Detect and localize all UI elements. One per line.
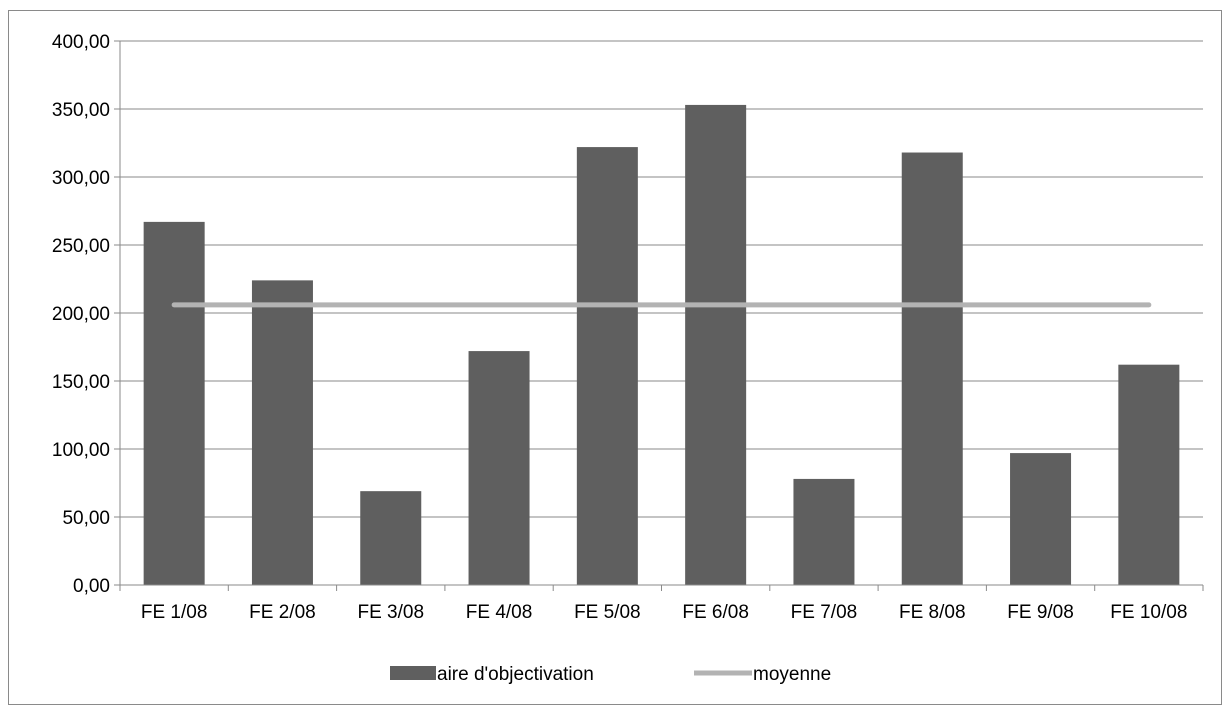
- x-tick-label: FE 10/08: [1110, 602, 1187, 623]
- x-tick-label: FE 5/08: [574, 602, 641, 623]
- bar: [1118, 364, 1180, 585]
- bar: [143, 221, 205, 585]
- bar: [468, 351, 530, 585]
- bars: [143, 104, 1180, 586]
- x-tick-label: FE 9/08: [1007, 602, 1074, 623]
- legend-bar-label: aire d'objectivation: [437, 664, 594, 685]
- x-tick-label: FE 6/08: [682, 602, 749, 623]
- y-tick-label: 150,00: [52, 372, 110, 393]
- x-tick-label: FE 4/08: [466, 602, 533, 623]
- x-tick-label: FE 3/08: [357, 602, 424, 623]
- bar: [576, 147, 638, 585]
- y-tick-label: 0,00: [73, 576, 110, 597]
- bar: [360, 491, 422, 585]
- y-tick-label: 400,00: [52, 32, 110, 53]
- y-tick-label: 250,00: [52, 236, 110, 257]
- x-tick-labels: FE 1/08 FE 2/08 FE 3/08 FE 4/08 FE 5/08 FE 6/…: [141, 602, 1188, 623]
- bar: [793, 478, 855, 585]
- bar: [901, 152, 963, 585]
- legend: aire d'objectivation moyenne: [390, 664, 831, 685]
- x-tick-label: FE 2/08: [249, 602, 316, 623]
- bar: [685, 104, 747, 586]
- y-tick-labels: 0,00 50,00 100,00 150,00 200,00 250,00 300,00 3…: [52, 32, 110, 597]
- x-tick-label: FE 7/08: [791, 602, 858, 623]
- y-tick-label: 200,00: [52, 304, 110, 325]
- legend-line-label: moyenne: [753, 664, 831, 685]
- bar: [251, 280, 313, 585]
- bar: [1010, 453, 1072, 585]
- y-tick-label: 300,00: [52, 168, 110, 189]
- x-tick-label: FE 1/08: [141, 602, 208, 623]
- y-tick-label: 50,00: [62, 508, 110, 529]
- y-tick-label: 100,00: [52, 440, 110, 461]
- axes: [114, 40, 1204, 591]
- x-tick-label: FE 8/08: [899, 602, 966, 623]
- legend-bar-swatch: [390, 666, 436, 680]
- y-tick-label: 350,00: [52, 100, 110, 121]
